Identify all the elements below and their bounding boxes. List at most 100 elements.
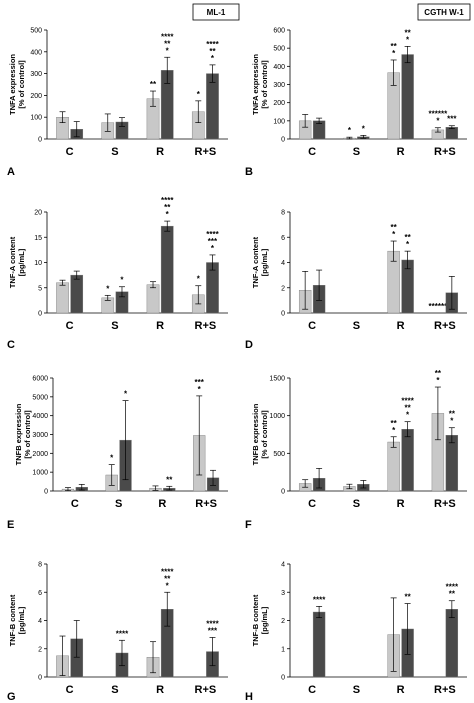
y-tick-label: 5	[38, 285, 42, 292]
y-tick-label: 100	[30, 115, 42, 122]
significance-mark: *	[406, 35, 410, 44]
significance-mark: **	[166, 475, 173, 484]
y-tick-label: 10	[34, 260, 42, 267]
x-category-label: R+S	[434, 498, 456, 510]
significance-mark: ***	[195, 378, 205, 387]
bar	[56, 282, 69, 314]
x-category-label: C	[308, 320, 316, 332]
significance-mark: *	[211, 54, 215, 63]
y-axis-label: [pg/mL]	[260, 248, 269, 276]
y-tick-label: 5000	[32, 394, 48, 401]
panel-letter: B	[245, 166, 253, 178]
y-tick-label: 1	[281, 646, 285, 653]
panel-b: 0 100 200 300 400 500 600 TNFA expression [% of …	[245, 28, 467, 178]
y-tick-label: 3	[281, 590, 285, 597]
x-category-label: R+S	[434, 684, 456, 696]
significance-mark: *	[450, 417, 454, 426]
y-axis-label: [% of control]	[260, 60, 269, 109]
significance-mark: **	[391, 42, 398, 51]
x-category-label: R+S	[195, 320, 217, 332]
x-category-label: R+S	[434, 146, 456, 158]
cell-label-box	[417, 3, 471, 21]
x-category-label: C	[71, 498, 79, 510]
panel-f: 0 500 1000 1500 TNFB expression [% of control…	[245, 369, 467, 531]
significance-mark: ****	[161, 32, 174, 41]
significance-mark: **	[391, 419, 398, 428]
bar	[312, 611, 326, 678]
x-category-label: R	[158, 498, 166, 510]
significance-mark: **	[164, 39, 171, 48]
significance-mark: ****	[401, 397, 414, 406]
bar	[160, 225, 174, 314]
significance-mark: ******	[429, 302, 449, 311]
panel-letter: G	[7, 691, 16, 703]
x-category-label: R	[156, 146, 164, 158]
y-tick-label: 500	[30, 28, 42, 35]
y-tick-label: 0	[281, 311, 285, 318]
y-tick-label: 0	[281, 675, 285, 682]
cell-label-cgth: CGTH W-1	[417, 3, 471, 21]
x-category-label: R+S	[195, 684, 217, 696]
significance-mark: **	[404, 233, 411, 242]
bar	[387, 441, 400, 492]
y-axis-label: TNFB expression	[251, 403, 260, 465]
significance-mark: ***	[208, 237, 218, 246]
panel-letter: C	[7, 339, 15, 351]
y-tick-label: 600	[273, 28, 285, 35]
y-tick-label: 300	[30, 71, 42, 78]
panel-letter: E	[7, 519, 14, 531]
significance-mark: ****	[206, 230, 219, 239]
x-category-label: R	[397, 498, 405, 510]
y-tick-label: 8	[38, 562, 42, 569]
y-tick-label: 400	[30, 49, 42, 56]
bar	[70, 274, 84, 314]
significance-mark: ****	[161, 567, 174, 576]
y-axis-label: [% of control]	[260, 410, 269, 459]
significance-mark: *	[197, 275, 201, 284]
significance-mark: **	[150, 80, 157, 89]
y-tick-label: 8	[281, 210, 285, 217]
significance-mark: *	[406, 411, 410, 420]
significance-mark: **	[209, 47, 216, 56]
significance-mark: **	[404, 593, 411, 602]
y-axis-label: [% of control]	[23, 410, 32, 459]
significance-mark: **	[164, 574, 171, 583]
y-tick-label: 500	[273, 451, 285, 458]
y-tick-label: 2	[281, 618, 285, 625]
x-category-label: S	[111, 684, 118, 696]
significance-mark: *	[110, 454, 114, 463]
y-axis-label: TNFB expression	[14, 403, 23, 465]
x-category-label: R	[397, 320, 405, 332]
y-tick-label: 0	[38, 311, 42, 318]
significance-mark: *	[166, 210, 170, 219]
significance-mark: *	[197, 90, 201, 99]
significance-mark: **	[391, 223, 398, 232]
significance-mark: **	[404, 404, 411, 413]
x-category-label: S	[353, 498, 360, 510]
significance-mark: *	[436, 117, 440, 126]
panel-letter: D	[245, 339, 253, 351]
y-tick-label: 300	[273, 82, 285, 89]
x-category-label: C	[308, 498, 316, 510]
bar	[445, 609, 459, 678]
panel-letter: H	[245, 691, 253, 703]
y-tick-label: 15	[34, 235, 42, 242]
significance-mark: *	[406, 240, 410, 249]
y-axis-label: [pg/mL]	[17, 606, 26, 634]
x-category-label: R	[156, 684, 164, 696]
x-category-label: R+S	[195, 146, 217, 158]
y-tick-label: 2000	[32, 451, 48, 458]
x-category-label: C	[308, 684, 316, 696]
y-tick-label: 0	[281, 137, 285, 144]
x-category-label: R+S	[195, 498, 217, 510]
significance-mark: ****	[116, 629, 129, 638]
y-axis-label: TNF-B content	[251, 594, 260, 646]
y-tick-label: 6	[38, 590, 42, 597]
cell-label-box	[192, 3, 240, 21]
y-tick-label: 0	[281, 489, 285, 496]
y-tick-label: 200	[30, 93, 42, 100]
cell-label-text: CGTH W-1	[424, 8, 464, 17]
significance-mark: ***	[208, 626, 218, 635]
